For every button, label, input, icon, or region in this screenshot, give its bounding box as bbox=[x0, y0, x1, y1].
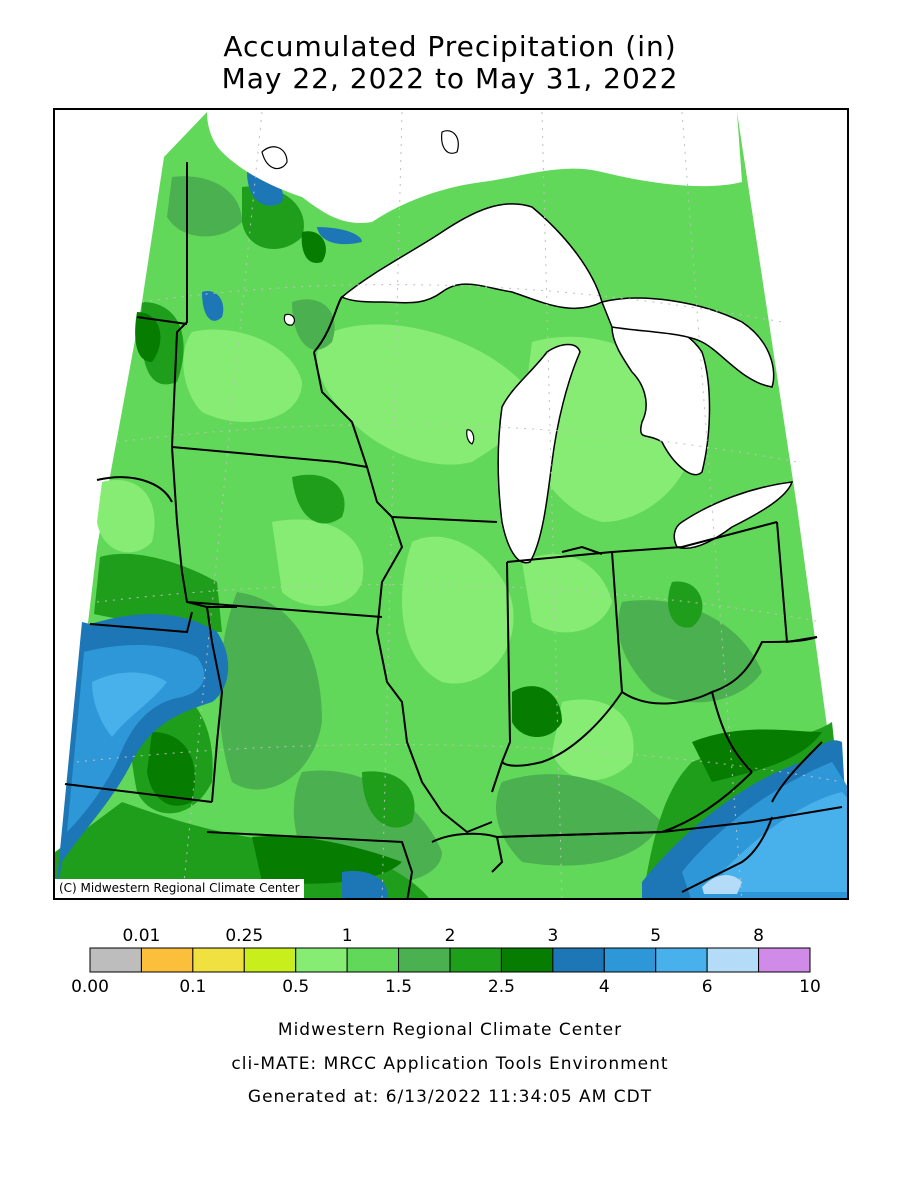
legend-upper-label: 2 bbox=[445, 926, 456, 946]
legend-lower-label: 6 bbox=[702, 977, 713, 997]
graticule bbox=[76, 111, 843, 898]
lake-superior bbox=[340, 203, 603, 310]
legend-upper-label: 0.01 bbox=[122, 926, 160, 946]
legend-swatch bbox=[140, 947, 194, 973]
footer-generated: Generated at: 6/13/2022 11:34:05 AM CDT bbox=[247, 1087, 653, 1107]
color-legend: 0.01 0.25 1 2 3 5 8 0.00 0.1 0.5 1.5 2.5 4 6 10 bbox=[0, 918, 900, 998]
lake-huron bbox=[611, 321, 711, 476]
contour-very-light-blue bbox=[702, 875, 742, 894]
map-date-range: May 22, 2022 to May 31, 2022 bbox=[221, 62, 679, 95]
footer-organization: Midwestern Regional Climate Center bbox=[277, 1020, 623, 1040]
contour-light-blue bbox=[92, 672, 847, 892]
map-title: Accumulated Precipitation (in) bbox=[223, 30, 677, 63]
islands bbox=[261, 130, 475, 445]
map-credit: (C) Midwestern Regional Climate Center bbox=[55, 879, 304, 898]
footer-application: cli-MATE: MRCC Application Tools Environ… bbox=[231, 1054, 669, 1074]
contour-dark-green bbox=[135, 231, 822, 884]
legend-swatch bbox=[192, 947, 245, 973]
contour-light-green bbox=[97, 324, 694, 781]
legend-swatch bbox=[758, 947, 811, 973]
legend-lower-label: 2.5 bbox=[488, 977, 515, 997]
legend-lower-label: 0.1 bbox=[179, 977, 206, 997]
legend-upper-label: 8 bbox=[753, 926, 764, 946]
legend-lower-label: 10 bbox=[799, 977, 821, 997]
state-boundaries bbox=[64, 162, 843, 898]
precipitation-map: (C) Midwestern Regional Climate Center bbox=[53, 108, 849, 900]
legend-lower-label: 1.5 bbox=[385, 977, 412, 997]
legend-swatch bbox=[346, 947, 400, 973]
legend-lower-label: 0.5 bbox=[282, 977, 309, 997]
legend-lower-label: 0.00 bbox=[71, 977, 109, 997]
legend-upper-label: 5 bbox=[650, 926, 661, 946]
legend-swatch bbox=[295, 947, 348, 973]
legend-swatch bbox=[552, 947, 605, 973]
legend-swatch bbox=[449, 947, 502, 973]
map-canvas bbox=[55, 111, 847, 898]
legend-swatch bbox=[706, 947, 760, 973]
legend-swatch bbox=[89, 947, 142, 973]
legend-swatch bbox=[603, 947, 657, 973]
great-lakes bbox=[207, 112, 794, 564]
legend-lower-label: 4 bbox=[599, 977, 610, 997]
legend-swatch bbox=[243, 947, 297, 973]
legend-swatch bbox=[500, 947, 554, 973]
ontario-area bbox=[600, 297, 775, 388]
lake-michigan bbox=[497, 343, 581, 564]
legend-swatch bbox=[655, 947, 708, 973]
legend-swatch bbox=[398, 947, 451, 973]
legend-upper-label: 3 bbox=[547, 926, 558, 946]
canada-north bbox=[207, 112, 742, 223]
legend-upper-label: 0.25 bbox=[225, 926, 263, 946]
lake-erie bbox=[673, 481, 794, 549]
legend-canvas: 0.01 0.25 1 2 3 5 8 0.00 0.1 0.5 1.5 2.5 4 6 10 bbox=[71, 926, 821, 997]
legend-upper-label: 1 bbox=[342, 926, 353, 946]
